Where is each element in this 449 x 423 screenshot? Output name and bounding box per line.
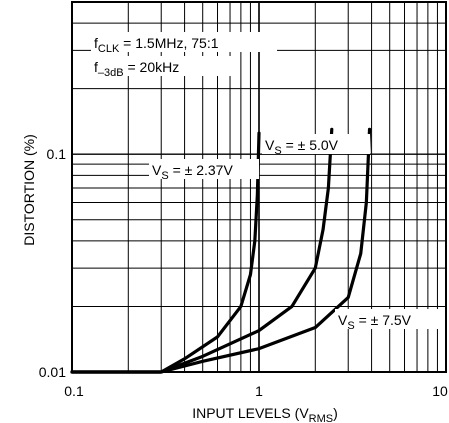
series-line-3 xyxy=(70,127,372,374)
plot-frame xyxy=(71,1,447,373)
x-tick-label: 10 xyxy=(432,383,448,399)
y-tick-label: 0.1 xyxy=(47,146,67,162)
condition-label-f3db-bg xyxy=(91,56,231,76)
y-tick-label: 0.01 xyxy=(39,364,66,380)
condition-label-fclk: fCLK = 1.5MHz, 75:1 xyxy=(94,35,219,55)
annotation-labels: fCLK = 1.5MHz, 75:1 f–3dB = 20kHz VS = ± 2… xyxy=(91,32,443,332)
tick-labels: 0.1 1 10 0.01 0.1 xyxy=(39,146,448,399)
x-axis-label: INPUT LEVELS (VRMS) xyxy=(192,405,338,423)
series-group xyxy=(70,127,372,374)
condition-label-fclk-bg xyxy=(91,32,277,52)
series-label-2-bg xyxy=(262,134,370,154)
series-label-2: VS = ± 5.0V xyxy=(265,137,339,157)
series-label-3-bg xyxy=(335,309,443,329)
x-tick-label: 0.1 xyxy=(64,383,84,399)
series-label-3: VS = ± 7.5V xyxy=(338,312,412,332)
series-label-1: VS = ± 2.37V xyxy=(152,162,233,182)
y-axis-label: DISTORTION (%) xyxy=(21,134,37,246)
x-tick-label: 1 xyxy=(255,383,263,399)
series-label-1-bg xyxy=(149,159,259,179)
condition-label-f3db: f–3dB = 20kHz xyxy=(94,59,179,79)
